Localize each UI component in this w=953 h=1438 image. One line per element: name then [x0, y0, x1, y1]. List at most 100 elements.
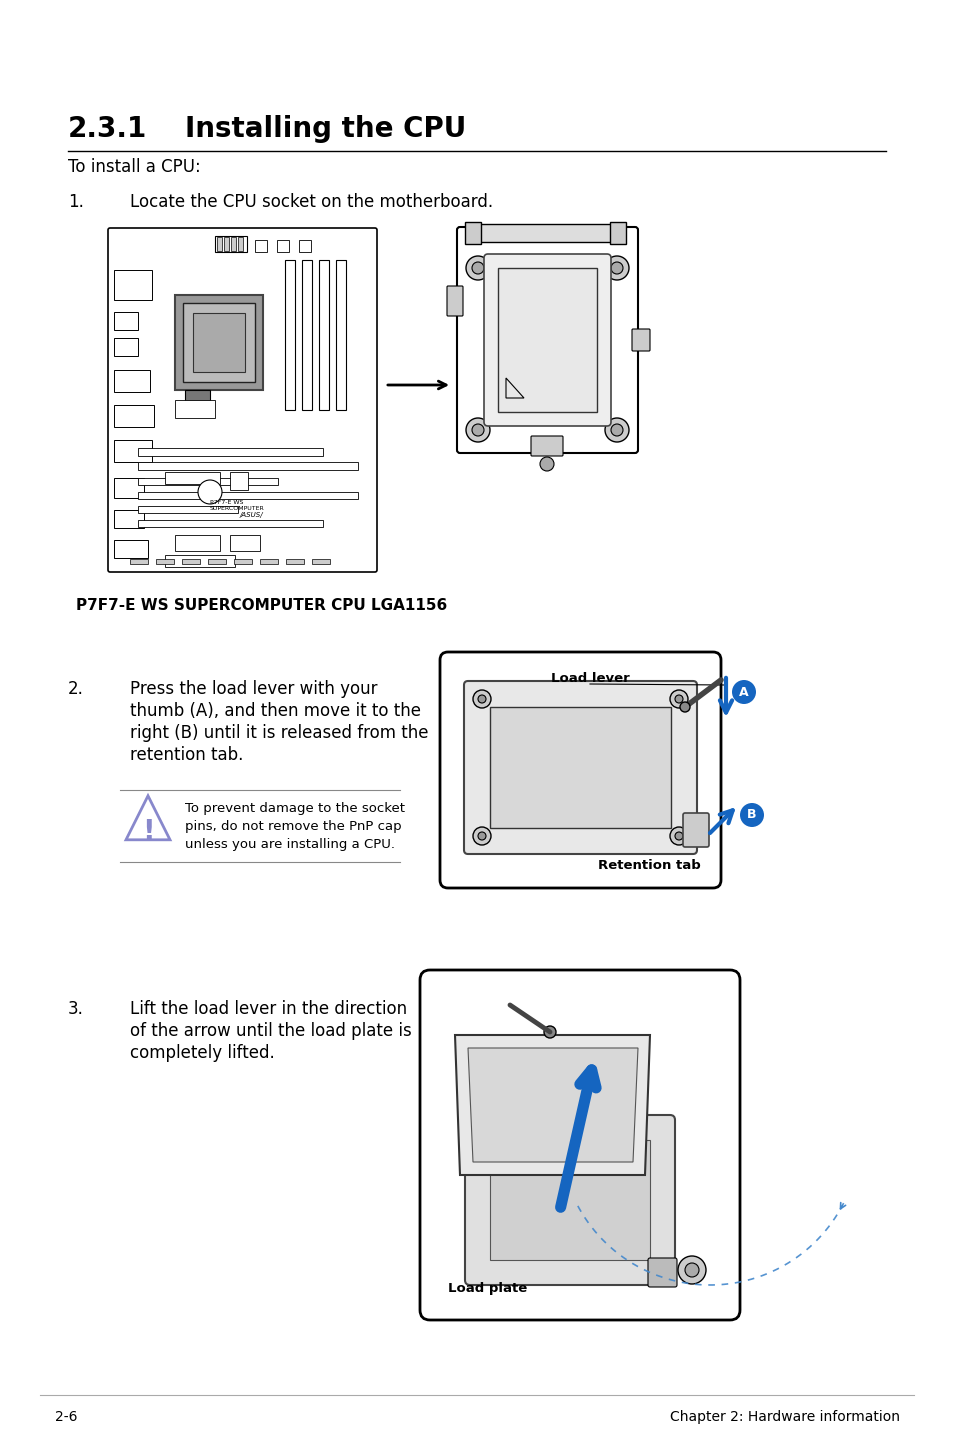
Circle shape — [679, 702, 689, 712]
Bar — [609, 221, 625, 244]
Text: Locate the CPU socket on the motherboard.: Locate the CPU socket on the motherboard… — [130, 193, 493, 211]
Bar — [156, 559, 173, 564]
Bar — [475, 224, 619, 242]
Bar — [183, 303, 254, 383]
Circle shape — [473, 827, 491, 846]
Bar — [113, 541, 148, 558]
Text: 3.: 3. — [68, 999, 84, 1018]
Circle shape — [610, 262, 622, 275]
Bar — [138, 492, 357, 499]
Circle shape — [472, 262, 483, 275]
Circle shape — [675, 695, 682, 703]
FancyBboxPatch shape — [631, 329, 649, 351]
Bar — [464, 221, 480, 244]
Bar — [138, 506, 237, 513]
Bar — [298, 240, 311, 252]
Bar — [286, 559, 304, 564]
Text: To prevent damage to the socket: To prevent damage to the socket — [185, 802, 405, 815]
Bar — [335, 260, 346, 410]
Bar — [208, 559, 226, 564]
FancyBboxPatch shape — [463, 682, 697, 854]
Bar — [254, 240, 267, 252]
Bar — [260, 559, 277, 564]
FancyBboxPatch shape — [647, 1258, 677, 1287]
Bar — [130, 559, 148, 564]
Text: right (B) until it is released from the: right (B) until it is released from the — [130, 723, 428, 742]
Text: A: A — [739, 686, 748, 699]
Circle shape — [539, 457, 554, 472]
FancyBboxPatch shape — [483, 255, 610, 426]
Bar — [237, 237, 243, 252]
Circle shape — [465, 256, 490, 280]
Bar — [138, 449, 323, 456]
Polygon shape — [455, 1035, 649, 1175]
Text: Load lever: Load lever — [550, 672, 629, 684]
FancyBboxPatch shape — [464, 1114, 675, 1286]
Bar — [174, 295, 263, 390]
Bar — [138, 521, 323, 526]
Bar — [214, 236, 247, 252]
Circle shape — [731, 680, 755, 705]
FancyBboxPatch shape — [682, 812, 708, 847]
Bar — [285, 260, 294, 410]
Text: !: ! — [142, 818, 154, 846]
Text: Installing the CPU: Installing the CPU — [185, 115, 466, 142]
Bar — [113, 338, 138, 357]
Circle shape — [473, 690, 491, 707]
Bar — [165, 555, 234, 567]
Circle shape — [472, 424, 483, 436]
Text: P7F7-E WS
SUPERCOMPUTER: P7F7-E WS SUPERCOMPUTER — [210, 500, 265, 510]
FancyBboxPatch shape — [456, 227, 638, 453]
FancyBboxPatch shape — [531, 436, 562, 456]
Text: /ASUS/: /ASUS/ — [240, 512, 263, 518]
FancyBboxPatch shape — [439, 651, 720, 889]
Text: Lift the load lever in the direction: Lift the load lever in the direction — [130, 999, 407, 1018]
Text: Chapter 2: Hardware information: Chapter 2: Hardware information — [669, 1411, 899, 1424]
Bar — [174, 535, 220, 551]
Bar — [230, 472, 248, 490]
Text: retention tab.: retention tab. — [130, 746, 243, 764]
FancyBboxPatch shape — [447, 286, 462, 316]
Bar — [113, 312, 138, 329]
Circle shape — [604, 418, 628, 441]
Circle shape — [684, 1263, 699, 1277]
Circle shape — [610, 424, 622, 436]
Text: 2.: 2. — [68, 680, 84, 697]
Bar — [216, 237, 222, 252]
Bar — [490, 1140, 649, 1260]
Bar — [302, 260, 312, 410]
Text: 2.3.1: 2.3.1 — [68, 115, 147, 142]
Text: thumb (A), and then move it to the: thumb (A), and then move it to the — [130, 702, 420, 720]
Text: Load plate: Load plate — [448, 1283, 527, 1296]
Bar — [113, 270, 152, 301]
Circle shape — [669, 827, 687, 846]
Bar — [276, 240, 289, 252]
Text: To install a CPU:: To install a CPU: — [68, 158, 200, 175]
Bar — [224, 237, 229, 252]
Polygon shape — [126, 795, 170, 840]
Bar — [193, 313, 245, 372]
Text: 2-6: 2-6 — [55, 1411, 77, 1424]
Circle shape — [477, 833, 485, 840]
Bar — [497, 267, 597, 413]
Bar — [113, 440, 152, 462]
Bar — [233, 559, 252, 564]
Circle shape — [198, 480, 222, 503]
Bar — [182, 559, 200, 564]
Bar — [312, 559, 330, 564]
Text: 1.: 1. — [68, 193, 84, 211]
Circle shape — [465, 418, 490, 441]
Text: unless you are installing a CPU.: unless you are installing a CPU. — [185, 838, 395, 851]
FancyBboxPatch shape — [108, 229, 376, 572]
Bar — [185, 390, 210, 408]
Circle shape — [678, 1255, 705, 1284]
Bar — [113, 477, 144, 498]
Circle shape — [604, 256, 628, 280]
FancyBboxPatch shape — [419, 971, 740, 1320]
Bar — [138, 477, 277, 485]
Text: pins, do not remove the PnP cap: pins, do not remove the PnP cap — [185, 820, 401, 833]
Bar — [165, 472, 220, 485]
Bar — [113, 370, 150, 393]
Bar — [231, 237, 235, 252]
Circle shape — [740, 802, 763, 827]
